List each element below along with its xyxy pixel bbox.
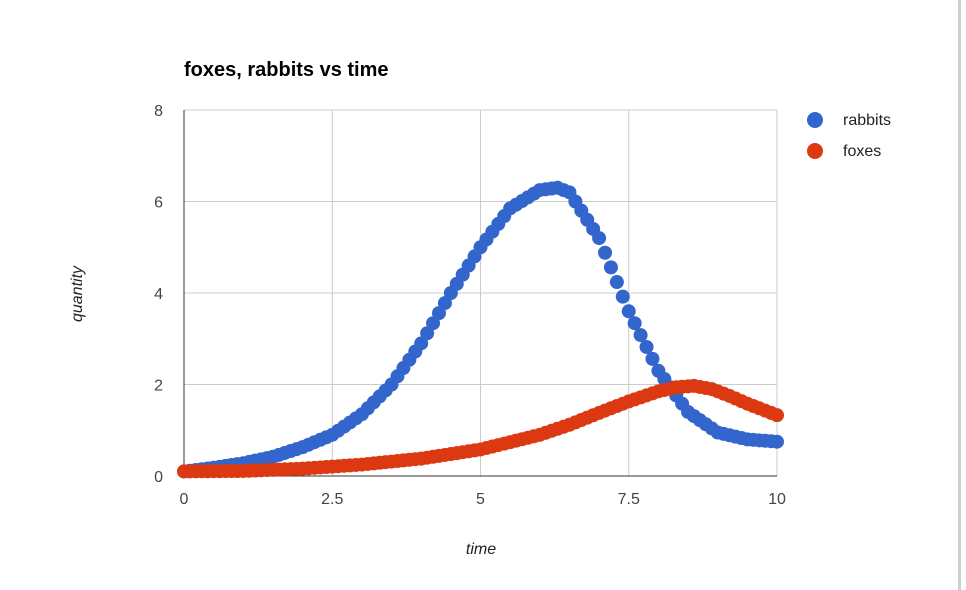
grid-lines [184,109,778,476]
rabbits-point [603,260,618,275]
x-tick-label: 7.5 [618,491,640,508]
legend-marker-rabbits [807,112,823,128]
rabbits-point [420,326,435,341]
foxes-point [770,408,784,423]
x-tick-label: 10 [768,491,786,508]
y-tick-label: 4 [154,286,163,303]
y-tick-label: 8 [154,103,163,120]
rabbits-point [431,306,446,321]
rabbits-point [615,289,630,304]
rabbits-point [592,231,607,246]
y-tick-label: 6 [154,195,163,212]
rabbits-point [414,336,429,351]
window-edge [958,0,961,590]
x-tick-label: 5 [476,491,485,508]
legend-label-foxes: foxes [843,143,881,160]
data-series [177,180,784,479]
legend-marker-foxes [807,143,823,159]
y-tick-label: 2 [154,378,163,395]
y-axis-label: quantity [69,265,86,322]
rabbits-point [639,339,654,354]
rabbits-point [598,245,613,260]
x-tick-label: 0 [180,491,189,508]
rabbits-point [627,316,642,331]
rabbits-point [621,304,636,319]
rabbits-point [437,296,452,311]
x-axis-label: time [466,541,496,558]
x-tick-label: 2.5 [321,491,343,508]
legend-label-rabbits: rabbits [843,112,891,129]
rabbits-point [426,316,441,331]
y-tick-label: 0 [154,469,163,486]
tick-labels: 0 2.5 5 7.5 10 0 2 4 6 8 [154,103,786,508]
rabbits-point [609,275,624,290]
series-foxes [177,378,784,479]
chart-title: foxes, rabbits vs time [184,59,389,81]
rabbits-point [770,434,784,449]
rabbits-point [645,351,660,366]
rabbits-point [633,328,648,343]
legend: rabbits foxes [807,112,891,160]
